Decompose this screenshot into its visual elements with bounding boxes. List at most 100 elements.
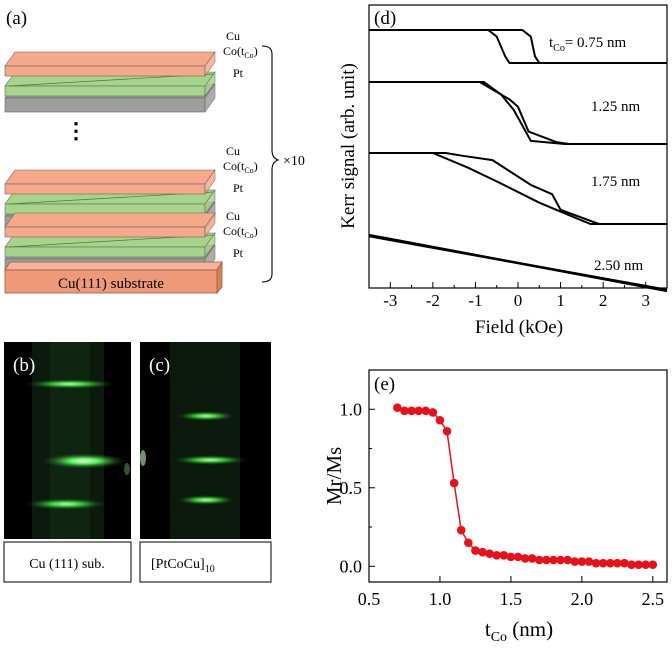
panel-d: (d) -3 -2 -1 0 1 2 3 Field (kOe) Kerr signal (…	[338, 4, 668, 338]
layer-label-cu: Cu	[226, 29, 240, 43]
mrms-point	[598, 558, 608, 568]
mrms-point	[471, 546, 480, 555]
mrms-xtick-label: 1.0	[429, 589, 452, 609]
cu-layer-front	[4, 226, 206, 238]
mrms-plot-frame	[368, 369, 668, 583]
panel-e: (e) 0.5 1.0 1.5 2.0 2.5 0.0 0.5 1.0 Mr/Ms tCo (…	[322, 369, 668, 645]
mrms-point	[613, 558, 622, 568]
mrms-xtick-label: 0.5	[358, 589, 381, 609]
mrms-point	[527, 554, 537, 563]
kerr-xtick-label: 3	[641, 291, 650, 310]
mrms-series	[393, 403, 658, 570]
rheed-streak	[24, 379, 116, 389]
cu-layer-front	[4, 65, 206, 77]
curve-label-1.75: 1.75 nm	[591, 174, 641, 190]
co-layer-front	[4, 203, 206, 215]
caption-box-c	[139, 541, 272, 583]
substrate-front	[4, 269, 218, 294]
kerr-xtick-label: -2	[426, 291, 440, 310]
substrate-top	[4, 261, 223, 271]
mrms-ytick-label: 1.0	[340, 399, 363, 419]
cu-layer-side	[204, 51, 216, 77]
panel-b: (b) Cu (111) sub.	[3, 342, 132, 583]
mrms-point	[648, 560, 658, 570]
mrms-point	[556, 555, 565, 565]
mrms-point	[577, 557, 587, 566]
kerr-xtick-label: -1	[468, 291, 482, 310]
mrms-point	[620, 558, 629, 568]
curve-label-2.50: 2.50 nm	[594, 258, 644, 274]
kerr-xtick-label: 2	[599, 291, 608, 310]
repeat-label: ×10	[283, 154, 305, 169]
kerr-xtick-label: 1	[556, 291, 565, 310]
mrms-point	[492, 551, 502, 560]
mrms-point	[407, 406, 416, 416]
caption-box-b	[3, 541, 132, 583]
mrms-point	[485, 549, 494, 559]
rheed-streak	[24, 498, 108, 510]
mrms-point	[641, 560, 651, 570]
kerr-ylabel: Kerr signal (arb. unit)	[338, 63, 359, 229]
cu-layer-side	[204, 212, 216, 238]
mrms-point	[464, 538, 473, 548]
pt-layer-front	[4, 97, 206, 113]
mrms-point	[605, 558, 615, 568]
mrms-point	[421, 406, 431, 416]
kerr-xtick-label: 0	[514, 291, 523, 310]
kerr-loop-0.75-nm-branch-1	[369, 29, 667, 64]
mrms-point	[570, 557, 580, 566]
mrms-point	[435, 415, 445, 425]
panel-d-label: (d)	[374, 8, 396, 29]
layer-label-co: Co(tCo)	[223, 44, 258, 60]
repeat-bracket	[261, 45, 280, 283]
mrms-point	[627, 560, 636, 570]
cu-layer-top	[4, 212, 216, 228]
kerr-xlabel: Field (kOe)	[475, 317, 563, 338]
cu-layer-top	[4, 169, 216, 185]
panel-b-label: (b)	[13, 355, 35, 376]
ellipsis-dots: ⋮	[65, 118, 87, 143]
layer-label-pt: Pt	[233, 181, 244, 195]
rheed-streak-bright	[40, 453, 128, 469]
panel-a: (a) ⋮ ×10 CuCo(tCo)PtCuCo(tCo)PtCuCo(tCo…	[4, 8, 305, 295]
mrms-point	[456, 525, 466, 535]
kerr-loop-1.25-nm-branch-1	[369, 81, 667, 145]
caption-c: [PtCoCu]10	[151, 557, 215, 575]
co-layer-front	[4, 246, 206, 258]
layer-label-pt: Pt	[233, 246, 244, 260]
mrms-ylabel: Mr/Ms	[322, 447, 346, 505]
layer-label-pt: Pt	[233, 66, 244, 80]
mrms-point	[584, 557, 594, 566]
mrms-point	[513, 552, 523, 562]
mrms-line	[397, 407, 653, 566]
mrms-point	[393, 403, 402, 412]
mrms-point	[506, 552, 516, 562]
panel-a-label: (a)	[6, 8, 27, 29]
rheed-streak	[176, 411, 236, 421]
substrate-label: Cu(111) substrate	[58, 276, 164, 292]
co-layer-side	[204, 71, 216, 97]
kerr-loop-2.50-nm-branch-1	[368, 234, 668, 292]
mrms-point	[414, 406, 423, 416]
kerr-loop-1.75-nm-branch-1	[369, 152, 667, 225]
layer-stacks	[4, 51, 216, 274]
mrms-point	[499, 551, 509, 560]
mrms-point	[400, 406, 409, 416]
mrms-ytick-label: 0.5	[340, 478, 363, 498]
mrms-point	[520, 554, 530, 563]
mrms-point	[449, 478, 459, 488]
mrms-point	[478, 547, 487, 557]
rheed-streak	[172, 455, 248, 465]
layer-label-cu: Cu	[226, 144, 240, 158]
mrms-point	[634, 560, 643, 570]
curve-label-1.25: 1.25 nm	[591, 99, 641, 115]
curve-label-0.75: tCo= 0.75 nm	[549, 35, 627, 54]
mrms-ytick-label: 0.0	[340, 556, 363, 576]
co-layer-side	[204, 232, 216, 258]
pt-layer-side	[204, 83, 216, 113]
kerr-x-axis: -3 -2 -1 0 1 2 3	[383, 282, 650, 310]
kerr-loop-1.75-nm-branch-0	[369, 152, 667, 225]
caption-b: Cu (111) sub.	[29, 557, 105, 572]
